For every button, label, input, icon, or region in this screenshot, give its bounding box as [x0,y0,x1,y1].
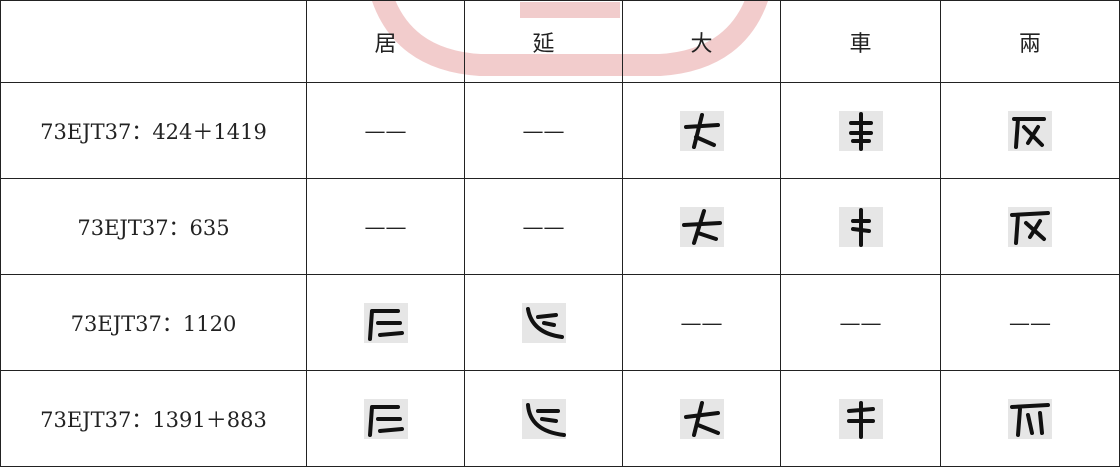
glyph-image [838,206,883,247]
glyph-image [521,302,566,343]
image-cell [780,370,941,467]
row: 73EJT37：424＋1419 —— —— [0,82,1120,179]
glyph-image [1008,398,1052,439]
image-cell [940,370,1120,467]
image-cell [780,82,941,179]
glyph-image [838,398,883,439]
glyph-image [679,206,724,247]
header-cell: 延 [464,0,623,83]
image-cell [940,82,1120,179]
dash-cell: —— [464,82,623,179]
image-cell [940,178,1120,275]
glyph-image [1008,206,1052,247]
row-label: 73EJT37：1120 [0,274,307,371]
glyph-image [363,302,408,343]
header-row: 居 延 大 車 兩 [0,0,1120,83]
row: 73EJT37：1120 —— —— —— [0,274,1120,371]
row-label: 73EJT37：424＋1419 [0,82,307,179]
glyph-image [838,110,883,151]
dash-cell: —— [306,82,465,179]
header-cell: 居 [306,0,465,83]
glyph-image [521,398,566,439]
dash-cell: —— [622,274,781,371]
image-cell [622,178,781,275]
row: 73EJT37：635 —— —— [0,178,1120,275]
dash-cell: —— [306,178,465,275]
row-label: 73EJT37：635 [0,178,307,275]
glyph-image [679,110,724,151]
image-cell [306,274,465,371]
header-cell: 大 [622,0,781,83]
glyph-image [1008,110,1052,151]
glyph-image [363,398,408,439]
header-cell: 車 [780,0,941,83]
dash-cell: —— [780,274,941,371]
image-cell [464,370,623,467]
row: 73EJT37：1391＋883 [0,370,1120,467]
dash-cell: —— [464,178,623,275]
image-cell [306,370,465,467]
image-cell [622,82,781,179]
dash-cell: —— [940,274,1120,371]
corner-cell [0,0,307,83]
image-cell [622,370,781,467]
glyph-image [679,398,724,439]
image-cell [464,274,623,371]
header-cell: 兩 [940,0,1120,83]
row-label: 73EJT37：1391＋883 [0,370,307,467]
image-cell [780,178,941,275]
